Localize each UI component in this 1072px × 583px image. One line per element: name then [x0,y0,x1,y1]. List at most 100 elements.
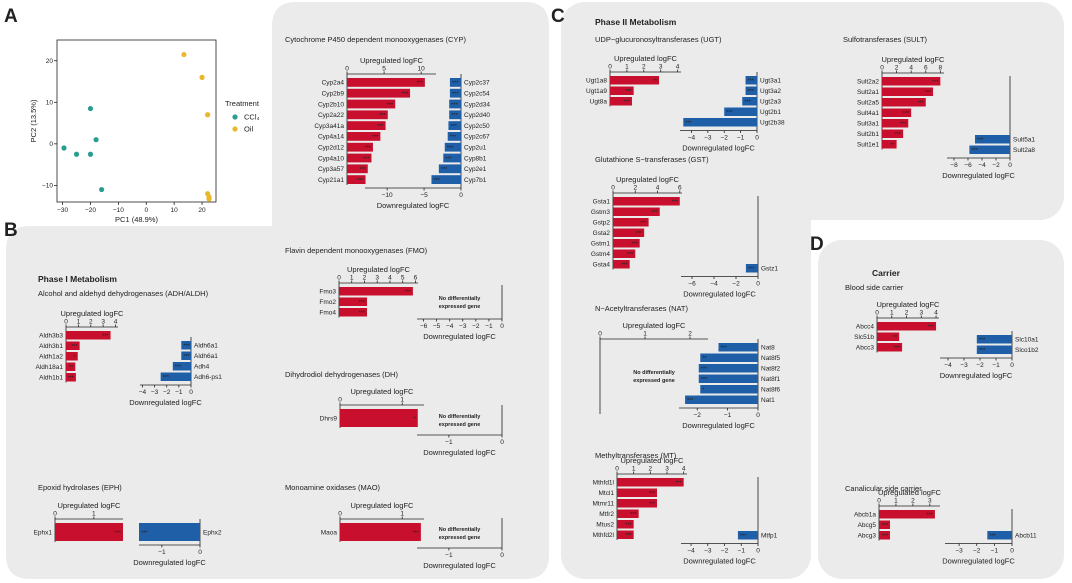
mt-up-tick-label-1: 1 [632,466,636,473]
eph-up-axis-title: Upregulated logFC [58,501,122,510]
ugt-down-bar [683,118,757,127]
ugt-down-tick-label-0: −4 [688,135,696,142]
dh-up-tick-label-0: 0 [338,397,342,404]
dh-up-bar [340,409,418,427]
cyp-down-gene-label: Cyp8b1 [464,155,487,162]
fmo-up-gene-label: Fmo4 [319,310,336,317]
fmo-up-tick-label-0: 0 [337,275,341,282]
fmo-up-gene-label: Fmo3 [319,289,336,296]
mt-up-star: *** [649,502,656,508]
eph-down-bar [139,523,200,541]
mao-up-star: *** [412,530,419,536]
pca-x-axis-title: PC1 (48.9%) [115,215,158,224]
gst-up-axis-title: Upregulated logFC [616,175,680,184]
nat-down-bar [698,364,758,373]
nat-down-star: *** [701,367,708,373]
cyp-title: Cytochrome P450 dependent monooxygenases… [285,35,466,44]
cyp-down-bar [438,164,461,174]
pca-x-tick-label-5: 20 [198,207,206,214]
sult-up-star: ** [890,143,895,149]
ugt-up-tick-label-0: 0 [608,64,612,71]
nat-down-gene-label: Nat8 [761,345,775,352]
fmo-up-tick-label-3: 3 [375,275,379,282]
mt-up-bar [617,499,657,508]
mao-up-tick-label-0: 0 [338,511,342,518]
gst-up-bar [613,239,640,248]
adh-up-tick-label-4: 4 [114,319,118,326]
sult-up-bar [882,140,897,149]
eph-down-axis-title: Downregulated logFC [133,558,206,567]
fmo-down-nodiff-line1: No differentially [439,296,482,302]
mt-up-tick-label-4: 4 [682,466,686,473]
mt-down-tick-label-3: −1 [738,548,746,555]
adh-up-gene-label: Aldh1a2 [39,354,63,361]
gst-up-star: *** [621,263,628,269]
mt-up-bar [617,520,634,529]
gst-up-tick-label-3: 6 [678,185,682,192]
pca-point [61,145,67,151]
fmo-up-tick-label-2: 2 [363,275,367,282]
pca-legend-swatch [232,114,238,120]
adh-up-bar [66,352,78,361]
ugt-down-gene-label: Ugt2b1 [760,109,781,116]
pca-x-tick-label-0: −30 [57,207,68,214]
nat-up-nodiff-line1: No differentially [633,370,676,376]
ugt-down-star: *** [685,121,692,127]
ugt-up-tick-label-1: 1 [625,64,629,71]
sult-down-bar [969,145,1010,154]
canal-up-bar [879,520,891,529]
cyp-up-star: *** [363,156,370,162]
eph-down-tick-label-0: −1 [158,549,166,556]
adh-up-star: *** [67,376,74,382]
cyp-down-bar [449,88,461,98]
carrier-title: Carrier [872,268,901,278]
cyp-up-bar [347,164,368,174]
cyp-down-gene-label: Cyp2c50 [464,123,490,130]
cyp-up-gene-label: Cyp3a57 [318,166,344,173]
cyp-up-tick-label-1: 5 [382,66,386,73]
gst-up-star: *** [636,231,643,237]
sult-up-axis-title: Upregulated logFC [882,55,946,64]
gst-up-star: *** [671,200,678,206]
mt-up-bar [617,509,639,518]
cyp-down-star: *** [450,135,457,141]
cyp-up-tick-label-2: 10 [418,66,426,73]
dh-down-tick-label-0: −1 [445,439,453,446]
adh-up-bar [66,341,80,350]
canal-down-tick-label-1: −2 [973,548,981,555]
ugt-up-star: *** [625,89,632,95]
eph-up-tick-label-0: 0 [53,511,57,518]
nat-up-nodiff-line2: expressed gene [633,378,675,384]
blood-up-axis-title: Upregulated logFC [877,300,941,309]
cyp-down-star: *** [445,156,452,162]
canal-down-bar [987,531,1012,540]
sult-up-gene-label: Sult2b1 [857,131,879,138]
sult-up-star: *** [925,90,932,96]
pca-point [199,74,205,80]
ugt-up-gene-label: Ugt8a [590,99,608,106]
cyp-up-gene-label: Cyp3a41a [314,123,344,130]
mt-up-gene-label: Mtus2 [596,522,614,529]
mt-up-bar [617,530,634,539]
mt-up-bar [617,488,657,497]
cyp-down-bar [447,132,461,141]
fmo-up-bar [339,297,368,306]
canal-down-star: *** [989,534,996,540]
gst-up-bar [613,260,630,269]
ugt-down-star: *** [726,110,733,116]
mt-down-axis-title: Downregulated logFC [683,557,756,566]
dh-down-nodiff-line2: expressed gene [439,422,481,428]
phase1-title: Phase I Metabolism [38,274,117,284]
gst-up-bar [613,218,649,227]
mt-up-bar [617,478,684,487]
blood-up-star: *** [894,346,901,352]
canal-down-tick-label-0: −3 [955,548,963,555]
phase2-title: Phase II Metabolism [595,17,677,27]
canal-up-tick-label-1: 1 [894,498,898,505]
fmo-up-tick-label-6: 6 [414,275,418,282]
mao-down-tick-label-1: 0 [500,552,504,559]
nat-down-bar [700,353,758,362]
nat-down-tick-label-2: 0 [756,412,760,419]
sult-down-axis-title: Downregulated logFC [942,171,1015,180]
